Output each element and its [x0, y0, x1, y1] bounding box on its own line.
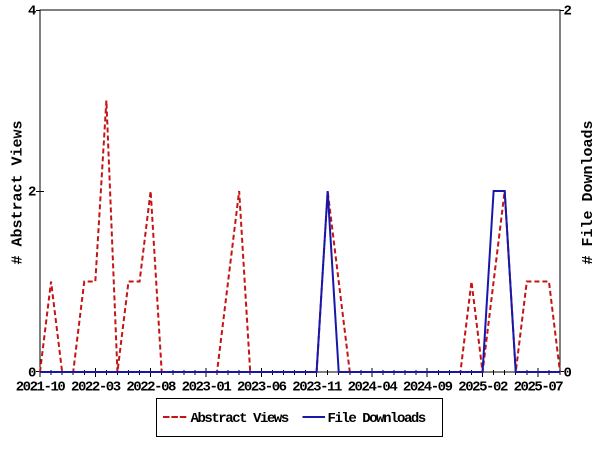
svg-text:2: 2 [564, 4, 572, 20]
svg-text:0: 0 [564, 366, 572, 382]
svg-text:Abstract Views: Abstract Views [191, 411, 289, 427]
svg-text:2: 2 [28, 185, 36, 201]
svg-text:2025-02: 2025-02 [458, 379, 508, 395]
svg-text:2023-06: 2023-06 [237, 379, 287, 395]
svg-text:File Downloads: File Downloads [328, 411, 426, 427]
svg-text:2021-10: 2021-10 [16, 379, 66, 395]
svg-text:# Abstract Views: # Abstract Views [10, 120, 27, 264]
svg-text:2022-03: 2022-03 [71, 379, 121, 395]
svg-text:4: 4 [28, 4, 36, 20]
svg-text:0: 0 [28, 366, 36, 382]
svg-text:2023-01: 2023-01 [182, 379, 232, 395]
svg-text:# File Downloads: # File Downloads [580, 120, 597, 264]
svg-text:2025-07: 2025-07 [514, 379, 564, 395]
svg-text:2022-08: 2022-08 [126, 379, 176, 395]
svg-text:2024-04: 2024-04 [348, 379, 398, 395]
svg-text:2023-11: 2023-11 [292, 379, 342, 395]
svg-text:2024-09: 2024-09 [403, 379, 453, 395]
